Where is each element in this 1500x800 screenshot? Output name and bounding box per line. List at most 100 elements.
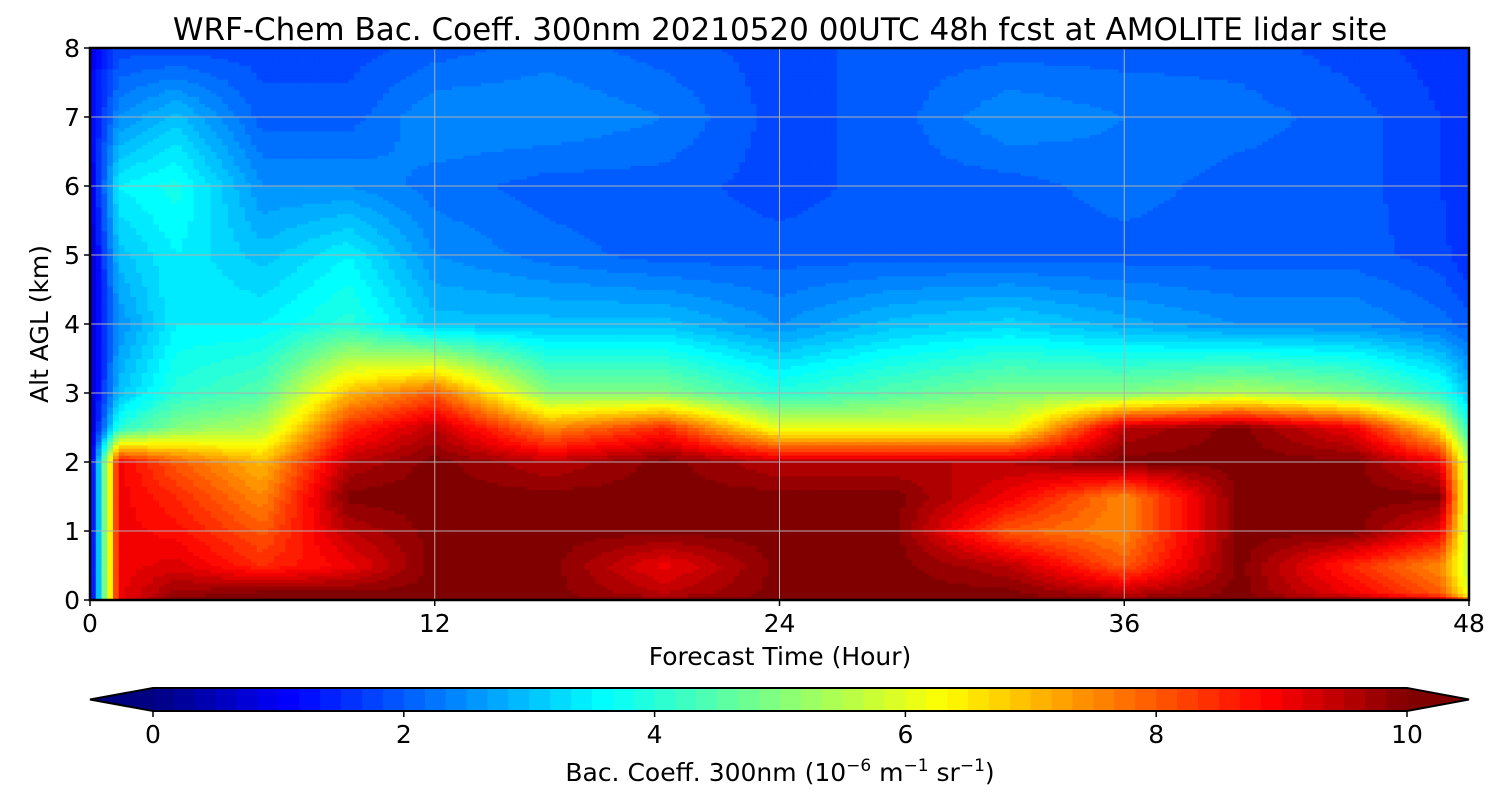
heatmap-cell xyxy=(297,579,303,583)
heatmap-cell xyxy=(1061,590,1067,594)
heatmap-cell xyxy=(607,583,613,587)
heatmap-cell xyxy=(889,593,895,597)
heatmap-cell xyxy=(142,579,148,583)
heatmap-cell xyxy=(1320,590,1326,594)
heatmap-cell xyxy=(1004,590,1010,594)
heatmap-cell xyxy=(1314,590,1320,594)
heatmap-cell xyxy=(1090,583,1096,587)
heatmap-cell xyxy=(1222,586,1228,590)
heatmap-cell xyxy=(303,586,309,590)
heatmap-cell xyxy=(1130,593,1136,597)
heatmap-cell xyxy=(1153,583,1159,587)
heatmap-cell xyxy=(285,590,291,594)
heatmap-cell xyxy=(320,583,326,587)
heatmap-cell xyxy=(262,586,268,590)
heatmap-cell xyxy=(1182,593,1188,597)
heatmap-cell xyxy=(601,590,607,594)
heatmap-cell xyxy=(297,586,303,590)
heatmap-cell xyxy=(1302,583,1308,587)
heatmap-cell xyxy=(940,583,946,587)
heatmap-cell xyxy=(1176,593,1182,597)
heatmap-cell xyxy=(808,583,814,587)
heatmap-cell xyxy=(1337,586,1343,590)
heatmap-cell xyxy=(1136,590,1142,594)
heatmap-cell xyxy=(889,590,895,594)
heatmap-cell xyxy=(504,586,510,590)
heatmap-cell xyxy=(1101,593,1107,597)
heatmap-cell xyxy=(601,579,607,583)
heatmap-cell xyxy=(1044,590,1050,594)
heatmap-cell xyxy=(1164,590,1170,594)
heatmap-cell xyxy=(734,583,740,587)
heatmap-cell xyxy=(383,579,389,583)
heatmap-cell xyxy=(981,586,987,590)
heatmap-cell xyxy=(1274,586,1280,590)
heatmap-cell xyxy=(423,583,429,587)
heatmap-cell xyxy=(550,590,556,594)
heatmap-cell xyxy=(929,586,935,590)
heatmap-cell xyxy=(762,593,768,597)
heatmap-cell xyxy=(877,583,883,587)
heatmap-cell xyxy=(728,586,734,590)
heatmap-cell xyxy=(624,590,630,594)
heatmap-cell xyxy=(216,590,222,594)
heatmap-cell xyxy=(659,590,665,594)
heatmap-cell xyxy=(1164,583,1170,587)
heatmap-cell xyxy=(1256,583,1262,587)
heatmap-cell xyxy=(550,586,556,590)
chart-figure: WRF-Chem Bac. Coeff. 300nm 20210520 00UT… xyxy=(0,0,1500,800)
heatmap-cell xyxy=(1308,593,1314,597)
heatmap-cell xyxy=(124,593,130,597)
heatmap-cell xyxy=(894,586,900,590)
heatmap-cell xyxy=(791,593,797,597)
heatmap-cell xyxy=(1452,583,1458,587)
heatmap-cell xyxy=(906,586,912,590)
heatmap-cell xyxy=(142,590,148,594)
heatmap-cell xyxy=(153,586,159,590)
heatmap-cell xyxy=(1159,590,1165,594)
heatmap-cell xyxy=(205,579,211,583)
heatmap-cell xyxy=(1193,593,1199,597)
heatmap-cell xyxy=(1084,590,1090,594)
heatmap-cell xyxy=(400,593,406,597)
heatmap-cell xyxy=(1027,590,1033,594)
heatmap-cell xyxy=(1446,593,1452,597)
heatmap-cell xyxy=(423,586,429,590)
heatmap-cell xyxy=(366,593,372,597)
heatmap-cell xyxy=(303,590,309,594)
heatmap-cell xyxy=(693,583,699,587)
heatmap-cell xyxy=(1216,583,1222,587)
heatmap-cell xyxy=(389,590,395,594)
heatmap-cell xyxy=(1337,590,1343,594)
heatmap-cell xyxy=(1285,593,1291,597)
heatmap-cell xyxy=(555,579,561,583)
heatmap-cell xyxy=(1320,583,1326,587)
heatmap-cell xyxy=(825,586,831,590)
heatmap-cell xyxy=(291,590,297,594)
heatmap-cell xyxy=(1199,593,1205,597)
heatmap-cell xyxy=(165,593,171,597)
heatmap-cell xyxy=(521,583,527,587)
heatmap-cell xyxy=(1435,593,1441,597)
heatmap-cell xyxy=(1004,586,1010,590)
heatmap-cell xyxy=(624,583,630,587)
heatmap-cell xyxy=(515,586,521,590)
heatmap-cell xyxy=(1406,583,1412,587)
heatmap-cell xyxy=(1245,583,1251,587)
heatmap-cell xyxy=(906,583,912,587)
heatmap-cell xyxy=(280,579,286,583)
heatmap-cell xyxy=(883,583,889,587)
heatmap-cell xyxy=(1274,583,1280,587)
heatmap-cell xyxy=(739,583,745,587)
heatmap-cell xyxy=(486,593,492,597)
heatmap-cell xyxy=(515,590,521,594)
heatmap-cell xyxy=(676,586,682,590)
heatmap-cell xyxy=(578,583,584,587)
heatmap-cell xyxy=(1417,583,1423,587)
heatmap-cell xyxy=(745,590,751,594)
heatmap-cell xyxy=(699,590,705,594)
heatmap-cell xyxy=(665,590,671,594)
heatmap-cell xyxy=(1458,583,1464,587)
heatmap-cell xyxy=(578,593,584,597)
heatmap-cell xyxy=(1314,586,1320,590)
